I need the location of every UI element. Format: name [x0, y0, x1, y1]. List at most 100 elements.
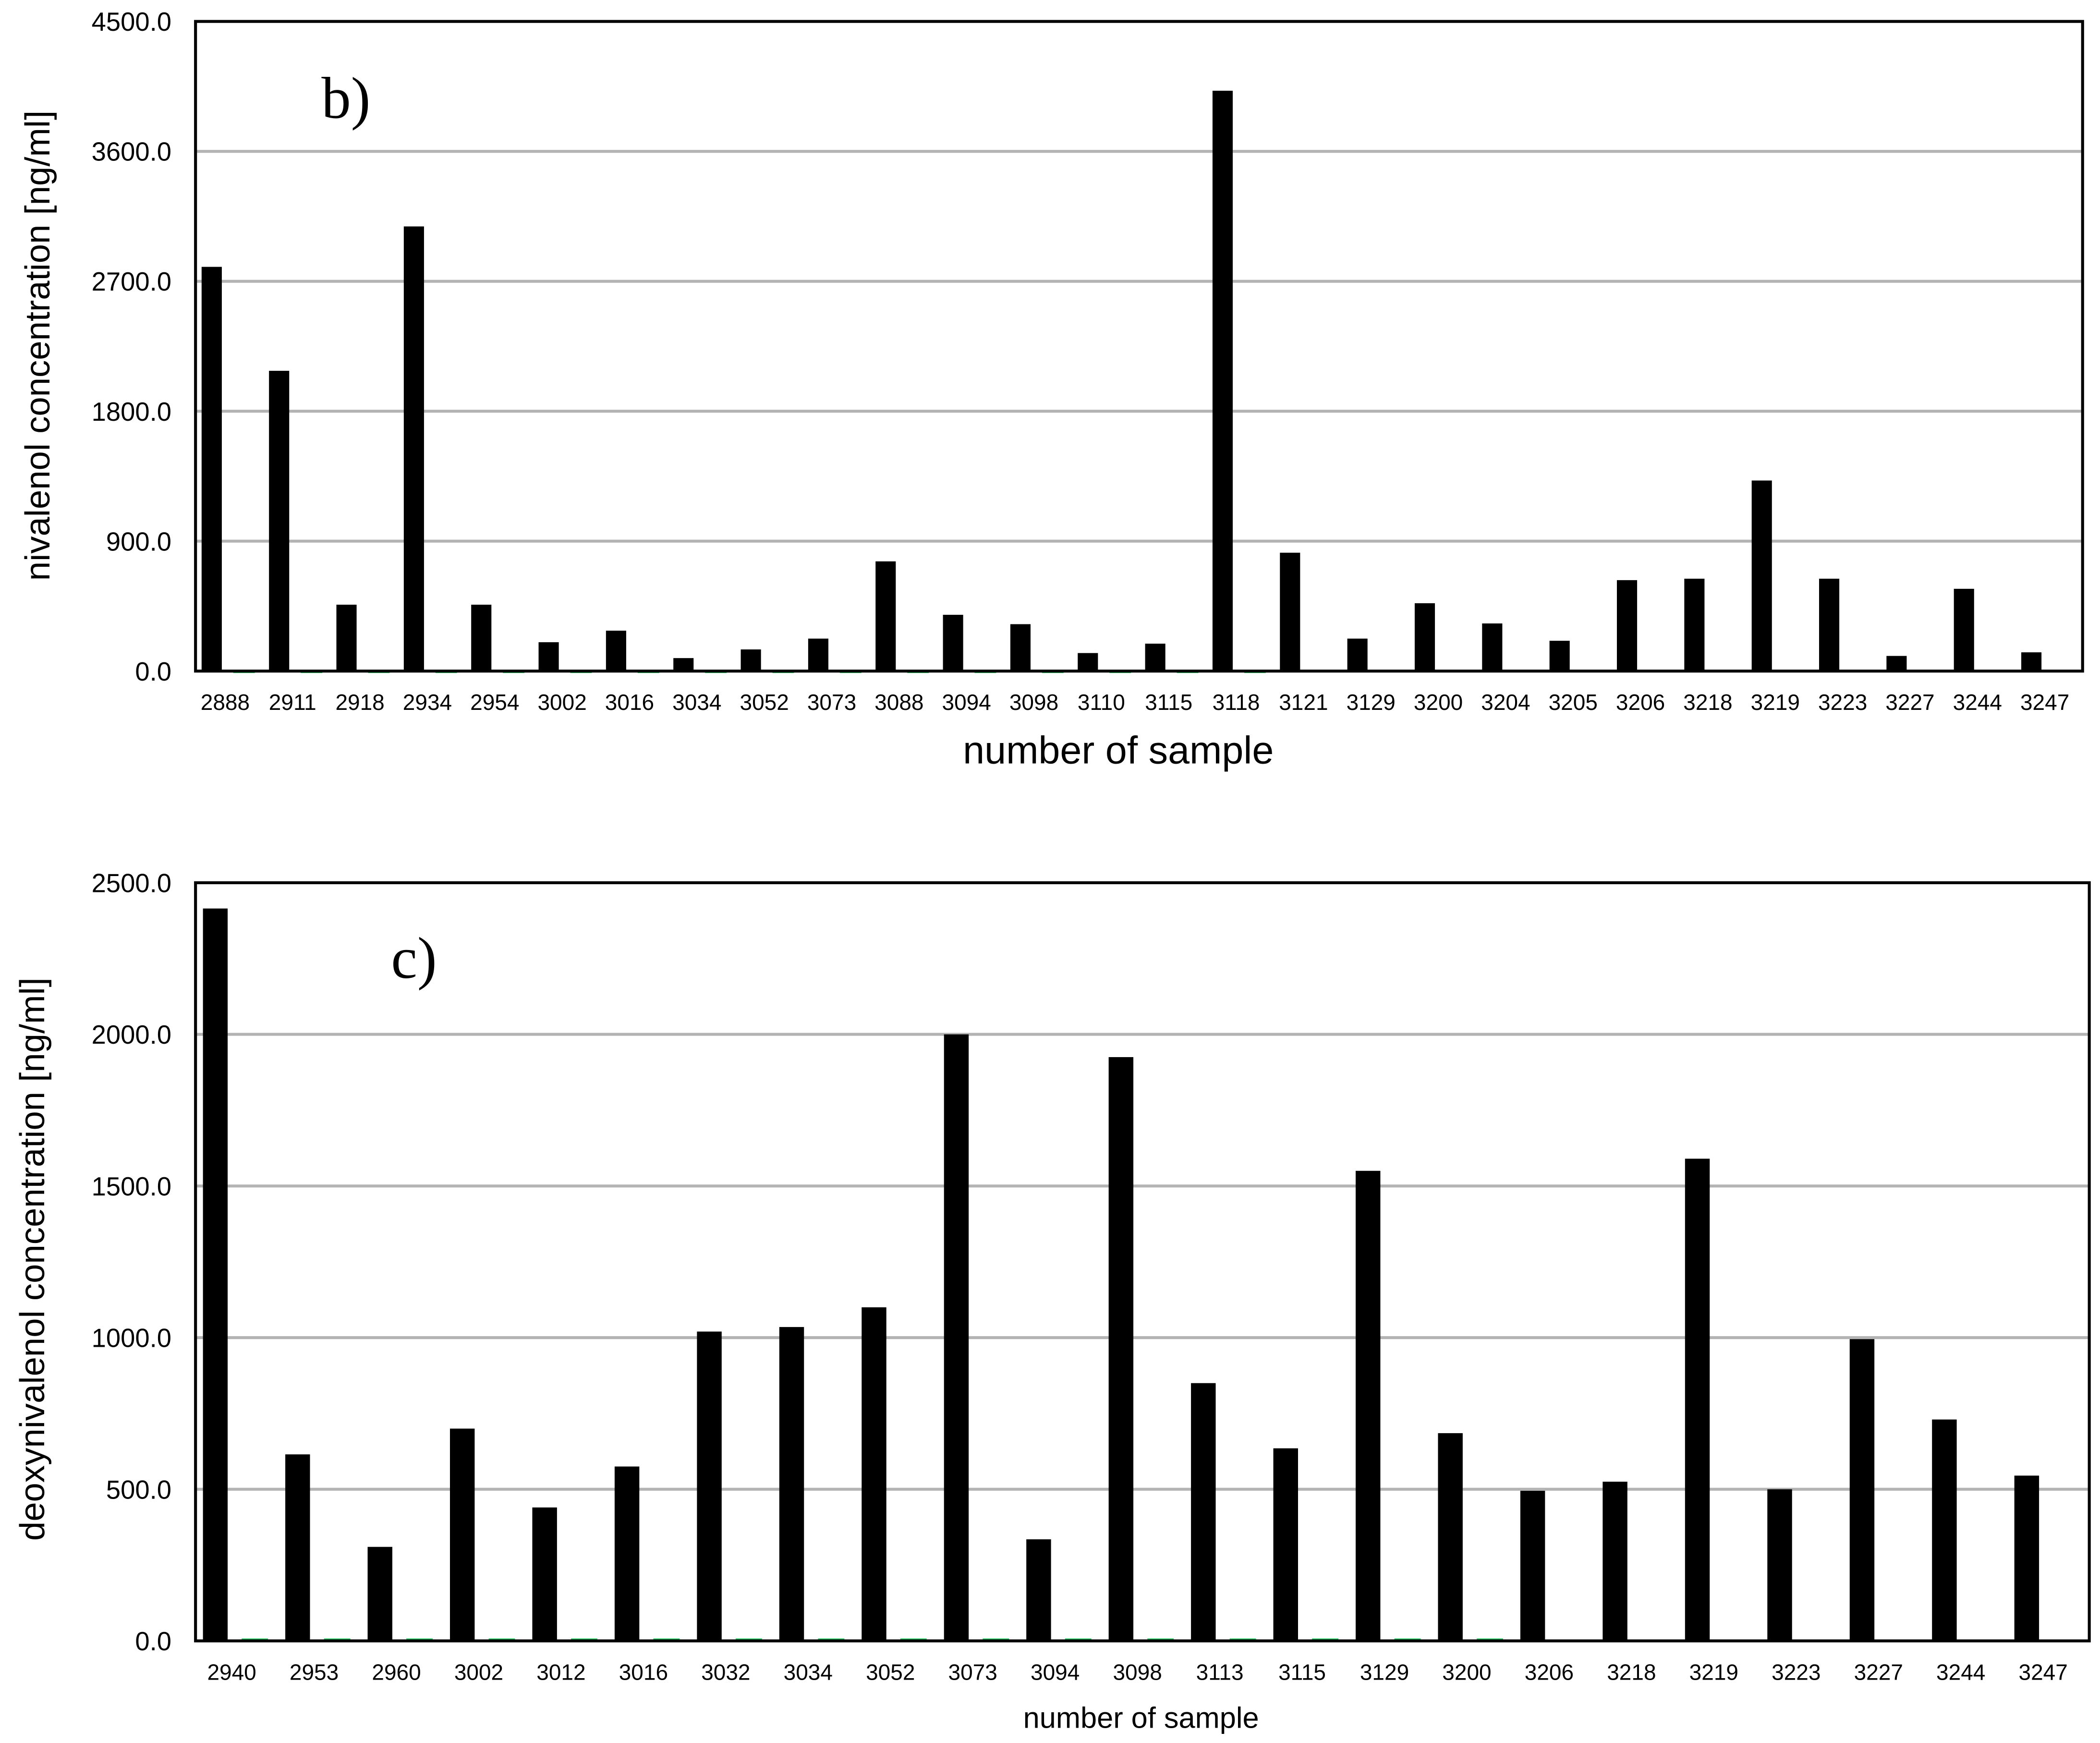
- bar-3094: [1026, 1539, 1051, 1641]
- bar-3034: [673, 658, 694, 671]
- bar-2954: [471, 604, 492, 671]
- y-tick-label: 3600.0: [92, 137, 171, 167]
- x-tick-label: 3206: [1616, 690, 1665, 715]
- bar-3032: [697, 1331, 722, 1641]
- y-tick-labels: 0.0 500.0 1000.0 1500.0 2000.0 2500.0: [92, 868, 171, 1656]
- x-tick-label: 3223: [1818, 690, 1867, 715]
- bar-3227: [1849, 1339, 1875, 1641]
- x-tick-label: 2918: [335, 690, 384, 715]
- bar-3002: [538, 642, 559, 671]
- x-tick-label: 2960: [372, 1659, 421, 1684]
- y-tick-label: 0.0: [135, 1627, 171, 1656]
- bar-3113: [1191, 1383, 1216, 1641]
- x-tick-label: 3218: [1607, 1659, 1656, 1684]
- bar-3218: [1684, 578, 1705, 671]
- x-tick-label: 3115: [1278, 1659, 1326, 1684]
- x-tick-label: 3113: [1196, 1659, 1244, 1684]
- bar-3219: [1751, 480, 1772, 671]
- bar-3247: [2014, 1475, 2039, 1641]
- y-tick-labels: 0.0 900.0 1800.0 2700.0 3600.0 4500.0: [92, 7, 171, 686]
- x-tick-label: 3200: [1442, 1659, 1491, 1684]
- x-tick-label: 2911: [269, 690, 316, 715]
- x-tick-label: 3094: [942, 690, 991, 715]
- bar-3098: [1010, 624, 1031, 671]
- y-axis-title: nivalenol concentration [ng/ml]: [18, 110, 57, 581]
- bar-3227: [1886, 656, 1907, 671]
- bar-3094: [943, 615, 963, 671]
- x-tick-label: 2888: [201, 690, 250, 715]
- plot-frame: [194, 20, 2084, 673]
- bar-3002: [449, 1428, 475, 1641]
- x-tick-label: 3129: [1360, 1659, 1409, 1684]
- y-tick-label: 4500.0: [92, 7, 171, 37]
- bar-3218: [1602, 1481, 1627, 1641]
- x-tick-label: 3002: [537, 690, 586, 715]
- bar-3073: [808, 638, 828, 671]
- bar-3098: [1108, 1057, 1134, 1641]
- x-tick-label: 3002: [454, 1659, 503, 1684]
- bar-3204: [1482, 623, 1503, 671]
- chart-panel-c: 0.0 500.0 1000.0 1500.0 2000.0 2500.0 2940 295…: [13, 868, 2091, 1735]
- x-tick-label: 3034: [672, 690, 721, 715]
- x-tick-label: 3012: [536, 1659, 585, 1684]
- x-tick-label: 3052: [866, 1659, 915, 1684]
- bars: [203, 908, 2039, 1641]
- bar-3219: [1685, 1158, 1710, 1641]
- x-tick-label: 3034: [784, 1659, 833, 1684]
- bar-2911: [269, 371, 290, 671]
- bar-2934: [403, 226, 424, 671]
- chart-panel-b: 0.0 900.0 1800.0 2700.0 3600.0 4500.0 2888 291…: [18, 7, 2084, 772]
- x-tick-label: 3206: [1525, 1659, 1574, 1684]
- x-tick-label: 3227: [1885, 690, 1934, 715]
- bar-3247: [2021, 652, 2042, 671]
- bar-2953: [285, 1454, 310, 1641]
- bar-3129: [1347, 638, 1368, 671]
- x-tick-label: 3098: [1009, 690, 1058, 715]
- bar-2940: [203, 908, 228, 1641]
- bar-2918: [336, 604, 357, 671]
- bar-3118: [1212, 90, 1233, 671]
- bar-3200: [1414, 603, 1435, 671]
- x-tick-label: 3094: [1031, 1659, 1080, 1684]
- x-tick-label: 2954: [470, 690, 519, 715]
- x-tick-label: 3223: [1772, 1659, 1821, 1684]
- x-tick-label: 2953: [290, 1659, 339, 1684]
- x-tick-label: 3016: [619, 1659, 668, 1684]
- bar-3115: [1273, 1448, 1298, 1641]
- x-tick-label: 2934: [403, 690, 452, 715]
- y-tick-label: 1000.0: [92, 1324, 171, 1353]
- bar-3073: [944, 1034, 969, 1641]
- x-tick-labels: 2888 2911 2918 2934 2954 3002 3016 3034 3052 3073…: [201, 690, 2070, 715]
- x-tick-label: 3244: [1936, 1659, 1985, 1684]
- bar-2960: [367, 1547, 392, 1641]
- x-tick-label: 3115: [1145, 690, 1192, 715]
- bar-2888: [201, 267, 222, 671]
- x-tick-label: 3073: [807, 690, 856, 715]
- x-tick-label: 3129: [1347, 690, 1396, 715]
- bar-3206: [1520, 1490, 1545, 1641]
- y-tick-label: 1500.0: [92, 1172, 171, 1201]
- y-tick-label: 900.0: [106, 527, 171, 556]
- bar-3244: [1954, 588, 1974, 671]
- bar-3121: [1280, 552, 1300, 671]
- x-tick-label: 3205: [1549, 690, 1598, 715]
- y-tick-label: 500.0: [106, 1475, 171, 1504]
- bar-3012: [532, 1507, 557, 1641]
- x-tick-label: 3227: [1854, 1659, 1903, 1684]
- y-tick-label: 2500.0: [92, 868, 171, 898]
- bar-3205: [1549, 641, 1570, 671]
- bar-3129: [1356, 1170, 1381, 1641]
- bar-3052: [862, 1307, 886, 1641]
- x-tick-label: 3118: [1213, 690, 1260, 715]
- bar-3206: [1616, 580, 1638, 671]
- bar-3088: [875, 561, 896, 671]
- y-tick-label: 1800.0: [92, 397, 171, 427]
- x-tick-label: 3204: [1481, 690, 1530, 715]
- x-tick-label: 3219: [1689, 1659, 1738, 1684]
- y-axis-title: deoxynivalenol concentration [ng/ml]: [13, 977, 52, 1541]
- x-tick-labels: 2940 2953 2960 3002 3012 3016 3032 3034 3052 3073…: [207, 1659, 2067, 1684]
- bar-3223: [1767, 1489, 1792, 1641]
- x-tick-label: 3219: [1751, 690, 1800, 715]
